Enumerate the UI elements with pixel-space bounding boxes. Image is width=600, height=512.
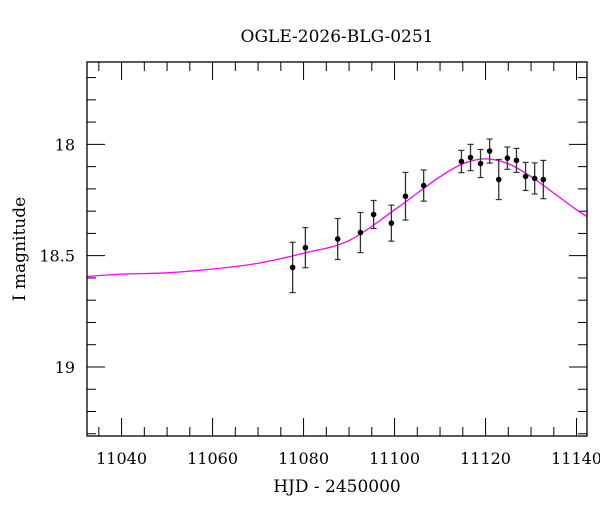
data-point: [495, 176, 502, 183]
y-axis-label: I magnitude: [10, 197, 30, 301]
y-tick-labels: 18 18.5 19: [39, 135, 75, 377]
data-point: [540, 176, 547, 183]
x-tick-label: 11140: [551, 449, 600, 468]
y-tick-label: 19: [55, 358, 75, 377]
data-point: [486, 148, 493, 154]
data-point: [357, 229, 364, 236]
data-point: [531, 175, 538, 182]
data-point: [370, 211, 377, 218]
y-tick-label: 18: [55, 135, 75, 154]
data-point: [467, 154, 474, 161]
data-point: [334, 236, 341, 242]
data-point: [522, 173, 529, 180]
y-tick-label: 18.5: [39, 247, 75, 266]
data-point: [420, 182, 427, 189]
data-point: [513, 157, 520, 164]
data-point: [402, 193, 409, 200]
data-point: [504, 155, 511, 161]
x-tick-label: 11060: [187, 449, 238, 468]
data-point: [302, 244, 309, 251]
data-points: [289, 138, 547, 294]
model-curve: [87, 158, 587, 278]
data-point: [388, 220, 395, 226]
x-tick-label: 11080: [278, 449, 329, 468]
model-curve-line: [87, 158, 587, 278]
axis-ticks: [87, 62, 587, 436]
data-point: [289, 264, 296, 271]
x-tick-labels: 11040 11060 11080 11100 11120 11140: [96, 449, 600, 468]
x-tick-label: 11100: [369, 449, 420, 468]
data-point: [477, 160, 484, 167]
plot-frame: [86, 61, 588, 437]
data-point: [458, 158, 465, 165]
chart-title: OGLE-2026-BLG-0251: [241, 27, 434, 47]
x-tick-label: 11040: [96, 449, 147, 468]
x-tick-label: 11120: [460, 449, 511, 468]
x-axis-label: HJD - 2450000: [273, 477, 401, 497]
